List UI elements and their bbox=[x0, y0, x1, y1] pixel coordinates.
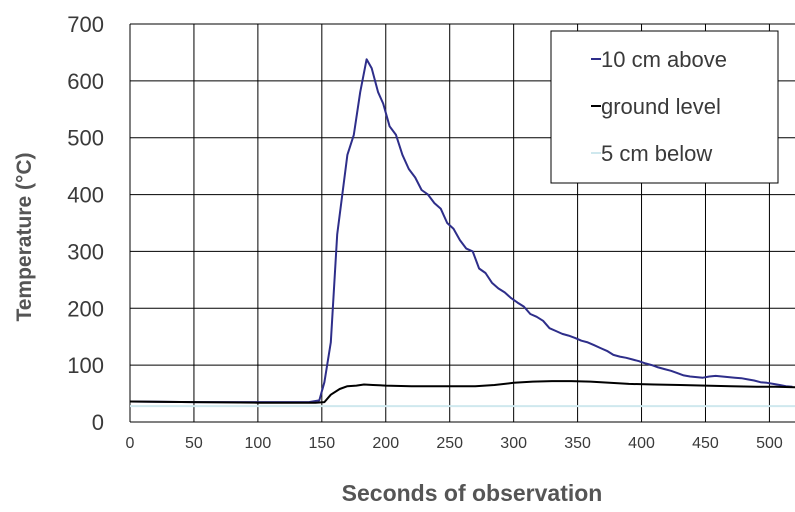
x-tick-label: 350 bbox=[564, 435, 591, 452]
y-tick-label: 200 bbox=[67, 296, 104, 321]
x-axis-title: Seconds of observation bbox=[342, 480, 603, 506]
series-line-ground-level bbox=[130, 380, 795, 404]
legend-label: ground level bbox=[601, 94, 721, 119]
legend-box bbox=[550, 30, 779, 184]
y-tick-label: 700 bbox=[67, 12, 104, 37]
x-tick-label: 300 bbox=[500, 435, 527, 452]
grid-lines bbox=[129, 23, 795, 423]
legend-label: 5 cm below bbox=[601, 141, 712, 166]
x-tick-label: 250 bbox=[436, 435, 463, 452]
x-tick-label: 500 bbox=[756, 435, 783, 452]
y-tick-label: 0 bbox=[92, 410, 104, 435]
x-tick-label: 400 bbox=[628, 435, 655, 452]
series-lines bbox=[130, 58, 795, 408]
x-tick-labels: 0 50 100 150 200 250 300 350 400 450 500 bbox=[126, 435, 783, 452]
y-axis-title: Temperature (°C) bbox=[13, 152, 36, 321]
y-tick-label: 300 bbox=[67, 239, 104, 264]
x-tick-label: 0 bbox=[126, 435, 135, 452]
x-tick-label: 200 bbox=[372, 435, 399, 452]
legend-label: 10 cm above bbox=[601, 47, 727, 72]
x-tick-label: 150 bbox=[308, 435, 335, 452]
y-tick-labels: 0 100 200 300 400 500 600 700 bbox=[67, 12, 104, 435]
y-tick-label: 400 bbox=[67, 183, 104, 208]
series-line-10-cm-above bbox=[130, 58, 793, 404]
y-tick-label: 500 bbox=[67, 126, 104, 151]
y-tick-label: 100 bbox=[67, 353, 104, 378]
x-tick-label: 100 bbox=[245, 435, 272, 452]
x-tick-label: 50 bbox=[185, 435, 203, 452]
legend: 10 cm above ground level 5 cm below bbox=[550, 30, 779, 184]
x-tick-label: 450 bbox=[692, 435, 719, 452]
y-tick-label: 600 bbox=[67, 69, 104, 94]
